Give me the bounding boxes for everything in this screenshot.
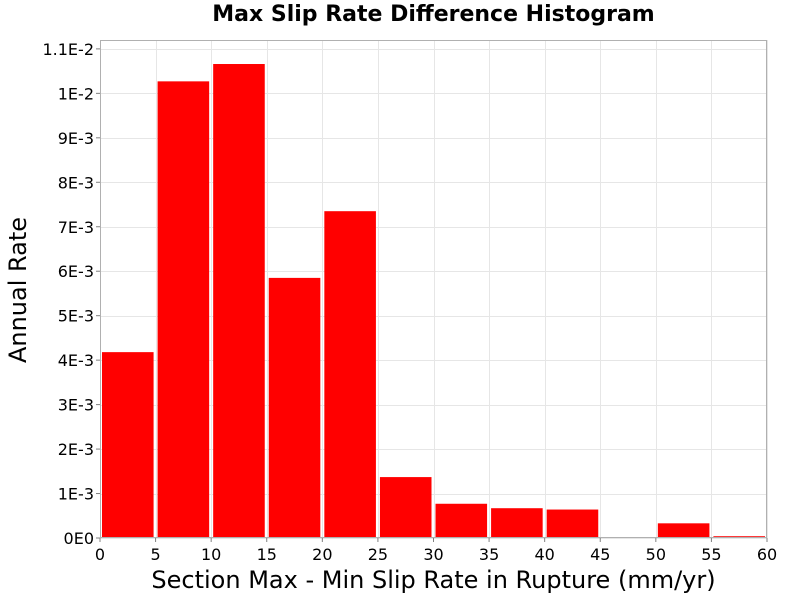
histogram-bar [268,277,321,538]
histogram-bar [435,503,488,538]
histogram-bar [157,81,210,539]
y-tick-label: 9E-3 [58,129,94,148]
x-tick-label: 50 [646,545,666,564]
x-tick-label: 0 [95,545,105,564]
y-tick-label: 1.1E-2 [42,40,94,59]
y-axis: 0E0 1E-3 2E-3 3E-3 4E-3 5E-3 6E-3 7E-3 8E-3 9E-3 1… [42,40,100,548]
x-tick-label: 20 [312,545,332,564]
y-tick-label: 3E-3 [58,396,94,415]
y-tick-label: 8E-3 [58,173,94,192]
x-tick-label: 30 [423,545,443,564]
histogram-bar [324,211,376,538]
x-tick-label: 10 [201,545,221,564]
y-tick-label: 0E0 [64,529,94,548]
x-tick-label: 5 [150,545,160,564]
histogram-bar [213,64,265,538]
y-tick-label: 1E-3 [58,485,94,504]
x-tick-label: 60 [757,545,777,564]
y-tick-label: 2E-3 [58,440,94,459]
histogram-bar [379,477,432,538]
y-tick-label: 7E-3 [58,218,94,237]
y-tick-label: 6E-3 [58,262,94,281]
plot-border [100,40,767,538]
x-axis: 0 5 10 15 20 25 30 35 40 45 50 55 60 [95,538,777,564]
x-axis-label: Section Max - Min Slip Rate in Rupture (… [151,566,716,594]
histogram-bar [657,523,710,538]
y-tick-label: 4E-3 [58,351,94,370]
x-tick-label: 55 [701,545,721,564]
x-tick-label: 40 [534,545,554,564]
chart-title: Max Slip Rate Difference Histogram [212,2,655,27]
histogram-bar [102,352,154,538]
histogram-bar [546,509,599,538]
x-tick-label: 35 [479,545,499,564]
bars [102,64,765,539]
histogram-bar [491,508,543,538]
y-tick-label: 5E-3 [58,307,94,326]
grid-lines [100,40,768,539]
x-tick-label: 15 [257,545,277,564]
x-tick-label: 45 [590,545,610,564]
y-tick-label: 1E-2 [58,84,94,103]
x-tick-label: 25 [368,545,388,564]
